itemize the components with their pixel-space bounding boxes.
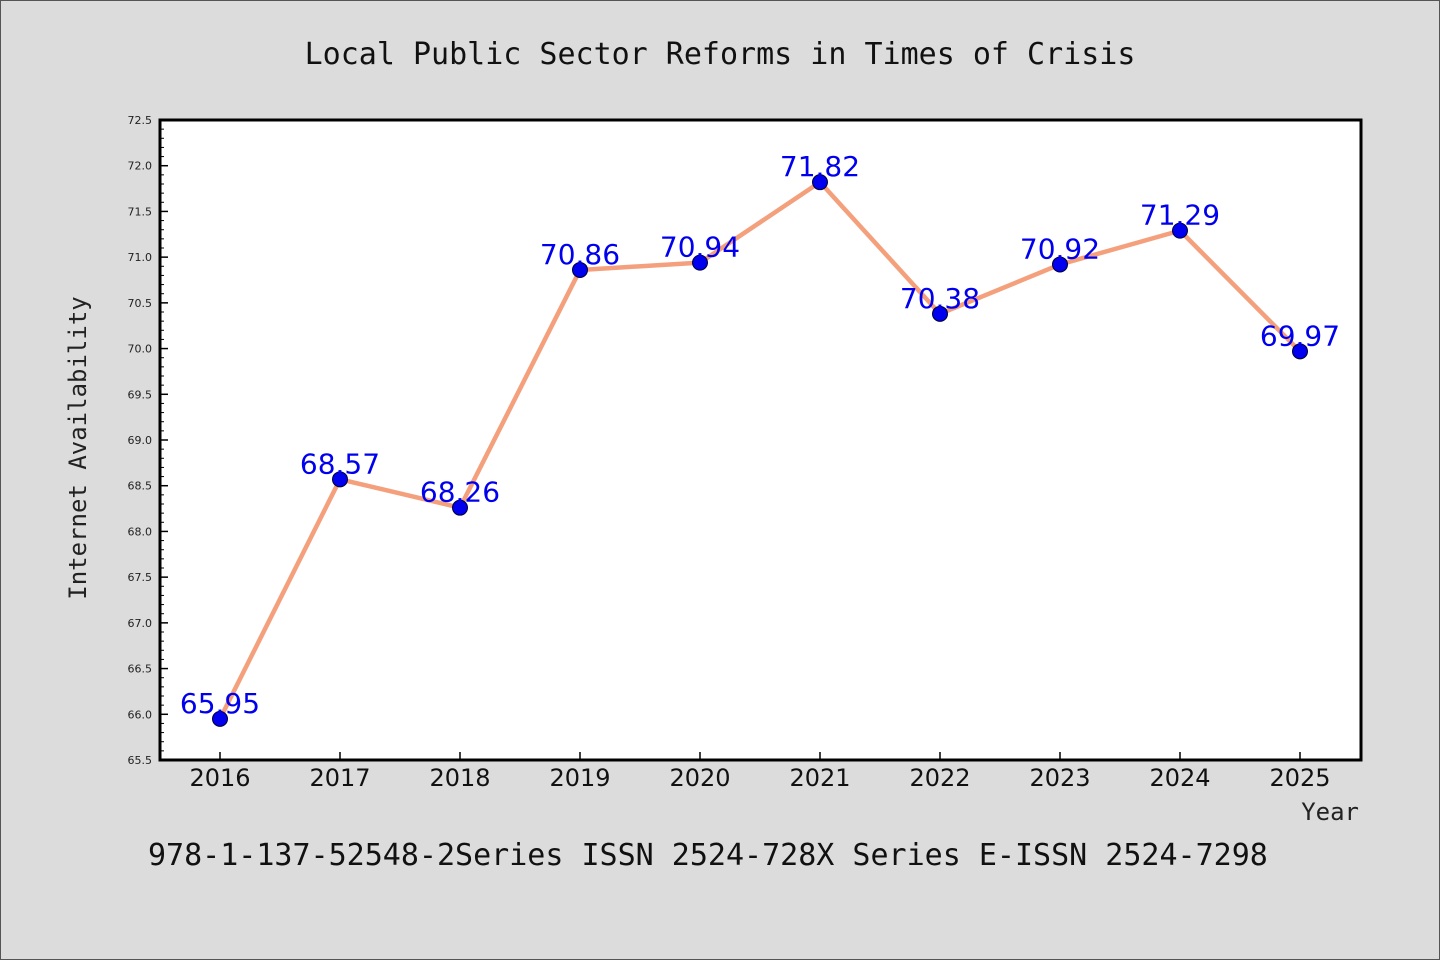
x-tick-label: 2018: [429, 764, 490, 792]
data-label: 70.94: [660, 231, 740, 264]
data-point: [332, 471, 348, 488]
data-label: 68.57: [300, 447, 380, 480]
y-axis: 65.5 66.0 66.5 67.0 67.5 68.0 68.5 69.0 69.5 70.0…: [128, 114, 168, 767]
y-tick-label: 65.5: [128, 754, 153, 767]
y-tick-label: 72.0: [128, 160, 153, 173]
y-tick-label: 69.0: [128, 434, 153, 447]
x-axis-label: Year: [1301, 798, 1359, 826]
x-tick-label: 2025: [1269, 764, 1330, 792]
series-line-group: [212, 174, 1308, 727]
y-tick-label: 70.5: [128, 297, 153, 310]
data-point: [1292, 343, 1308, 360]
data-point: [452, 499, 468, 516]
y-tick-label: 67.0: [128, 617, 153, 630]
y-tick-label: 68.5: [128, 480, 153, 493]
y-axis-label: Internet Availability: [64, 296, 92, 599]
plot-area: [158, 118, 1363, 762]
data-label: 70.38: [900, 282, 980, 315]
footer-isbn-issn: 978-1-137-52548-2Series ISSN 2524-728X S…: [148, 838, 1268, 873]
data-label-group: 65.95 68.57 68.26 70.86 70.94 71.82 70.38 70.92…: [180, 150, 1340, 720]
data-point: [572, 261, 588, 278]
data-label: 71.29: [1140, 199, 1220, 232]
x-axis: 2016 2017 2018 2019 2020 2021 2022 2023 2024 2025: [189, 752, 1331, 792]
data-label: 65.95: [180, 687, 260, 720]
data-point: [932, 305, 948, 322]
x-tick-label: 2017: [309, 764, 370, 792]
series-line: [217, 179, 1303, 722]
y-tick-label: 72.5: [128, 114, 153, 127]
data-point: [212, 710, 228, 727]
chart-title: Local Public Sector Reforms in Times of …: [305, 37, 1136, 72]
data-label: 70.92: [1020, 232, 1100, 265]
x-tick-label: 2023: [1029, 764, 1090, 792]
y-tick-label: 69.5: [128, 388, 153, 401]
y-tick-label: 66.5: [128, 663, 153, 676]
data-point: [1052, 256, 1068, 273]
x-tick-label: 2020: [669, 764, 730, 792]
y-tick-label: 71.5: [128, 205, 153, 218]
x-tick-label: 2019: [549, 764, 610, 792]
data-label: 68.26: [420, 476, 500, 509]
data-point: [1172, 222, 1188, 239]
x-tick-label: 2021: [789, 764, 850, 792]
x-tick-label: 2024: [1149, 764, 1210, 792]
data-point: [812, 174, 828, 191]
x-tick-label: 2016: [189, 764, 250, 792]
data-label: 71.82: [780, 150, 860, 183]
y-tick-label: 66.0: [128, 708, 153, 721]
y-tick-label: 71.0: [128, 251, 153, 264]
data-point: [692, 254, 708, 271]
data-label: 69.97: [1260, 319, 1340, 352]
x-tick-label: 2022: [909, 764, 970, 792]
y-tick-label: 70.0: [128, 343, 153, 356]
y-tick-label: 68.0: [128, 525, 153, 538]
data-label: 70.86: [540, 238, 620, 271]
y-tick-label: 67.5: [128, 571, 153, 584]
